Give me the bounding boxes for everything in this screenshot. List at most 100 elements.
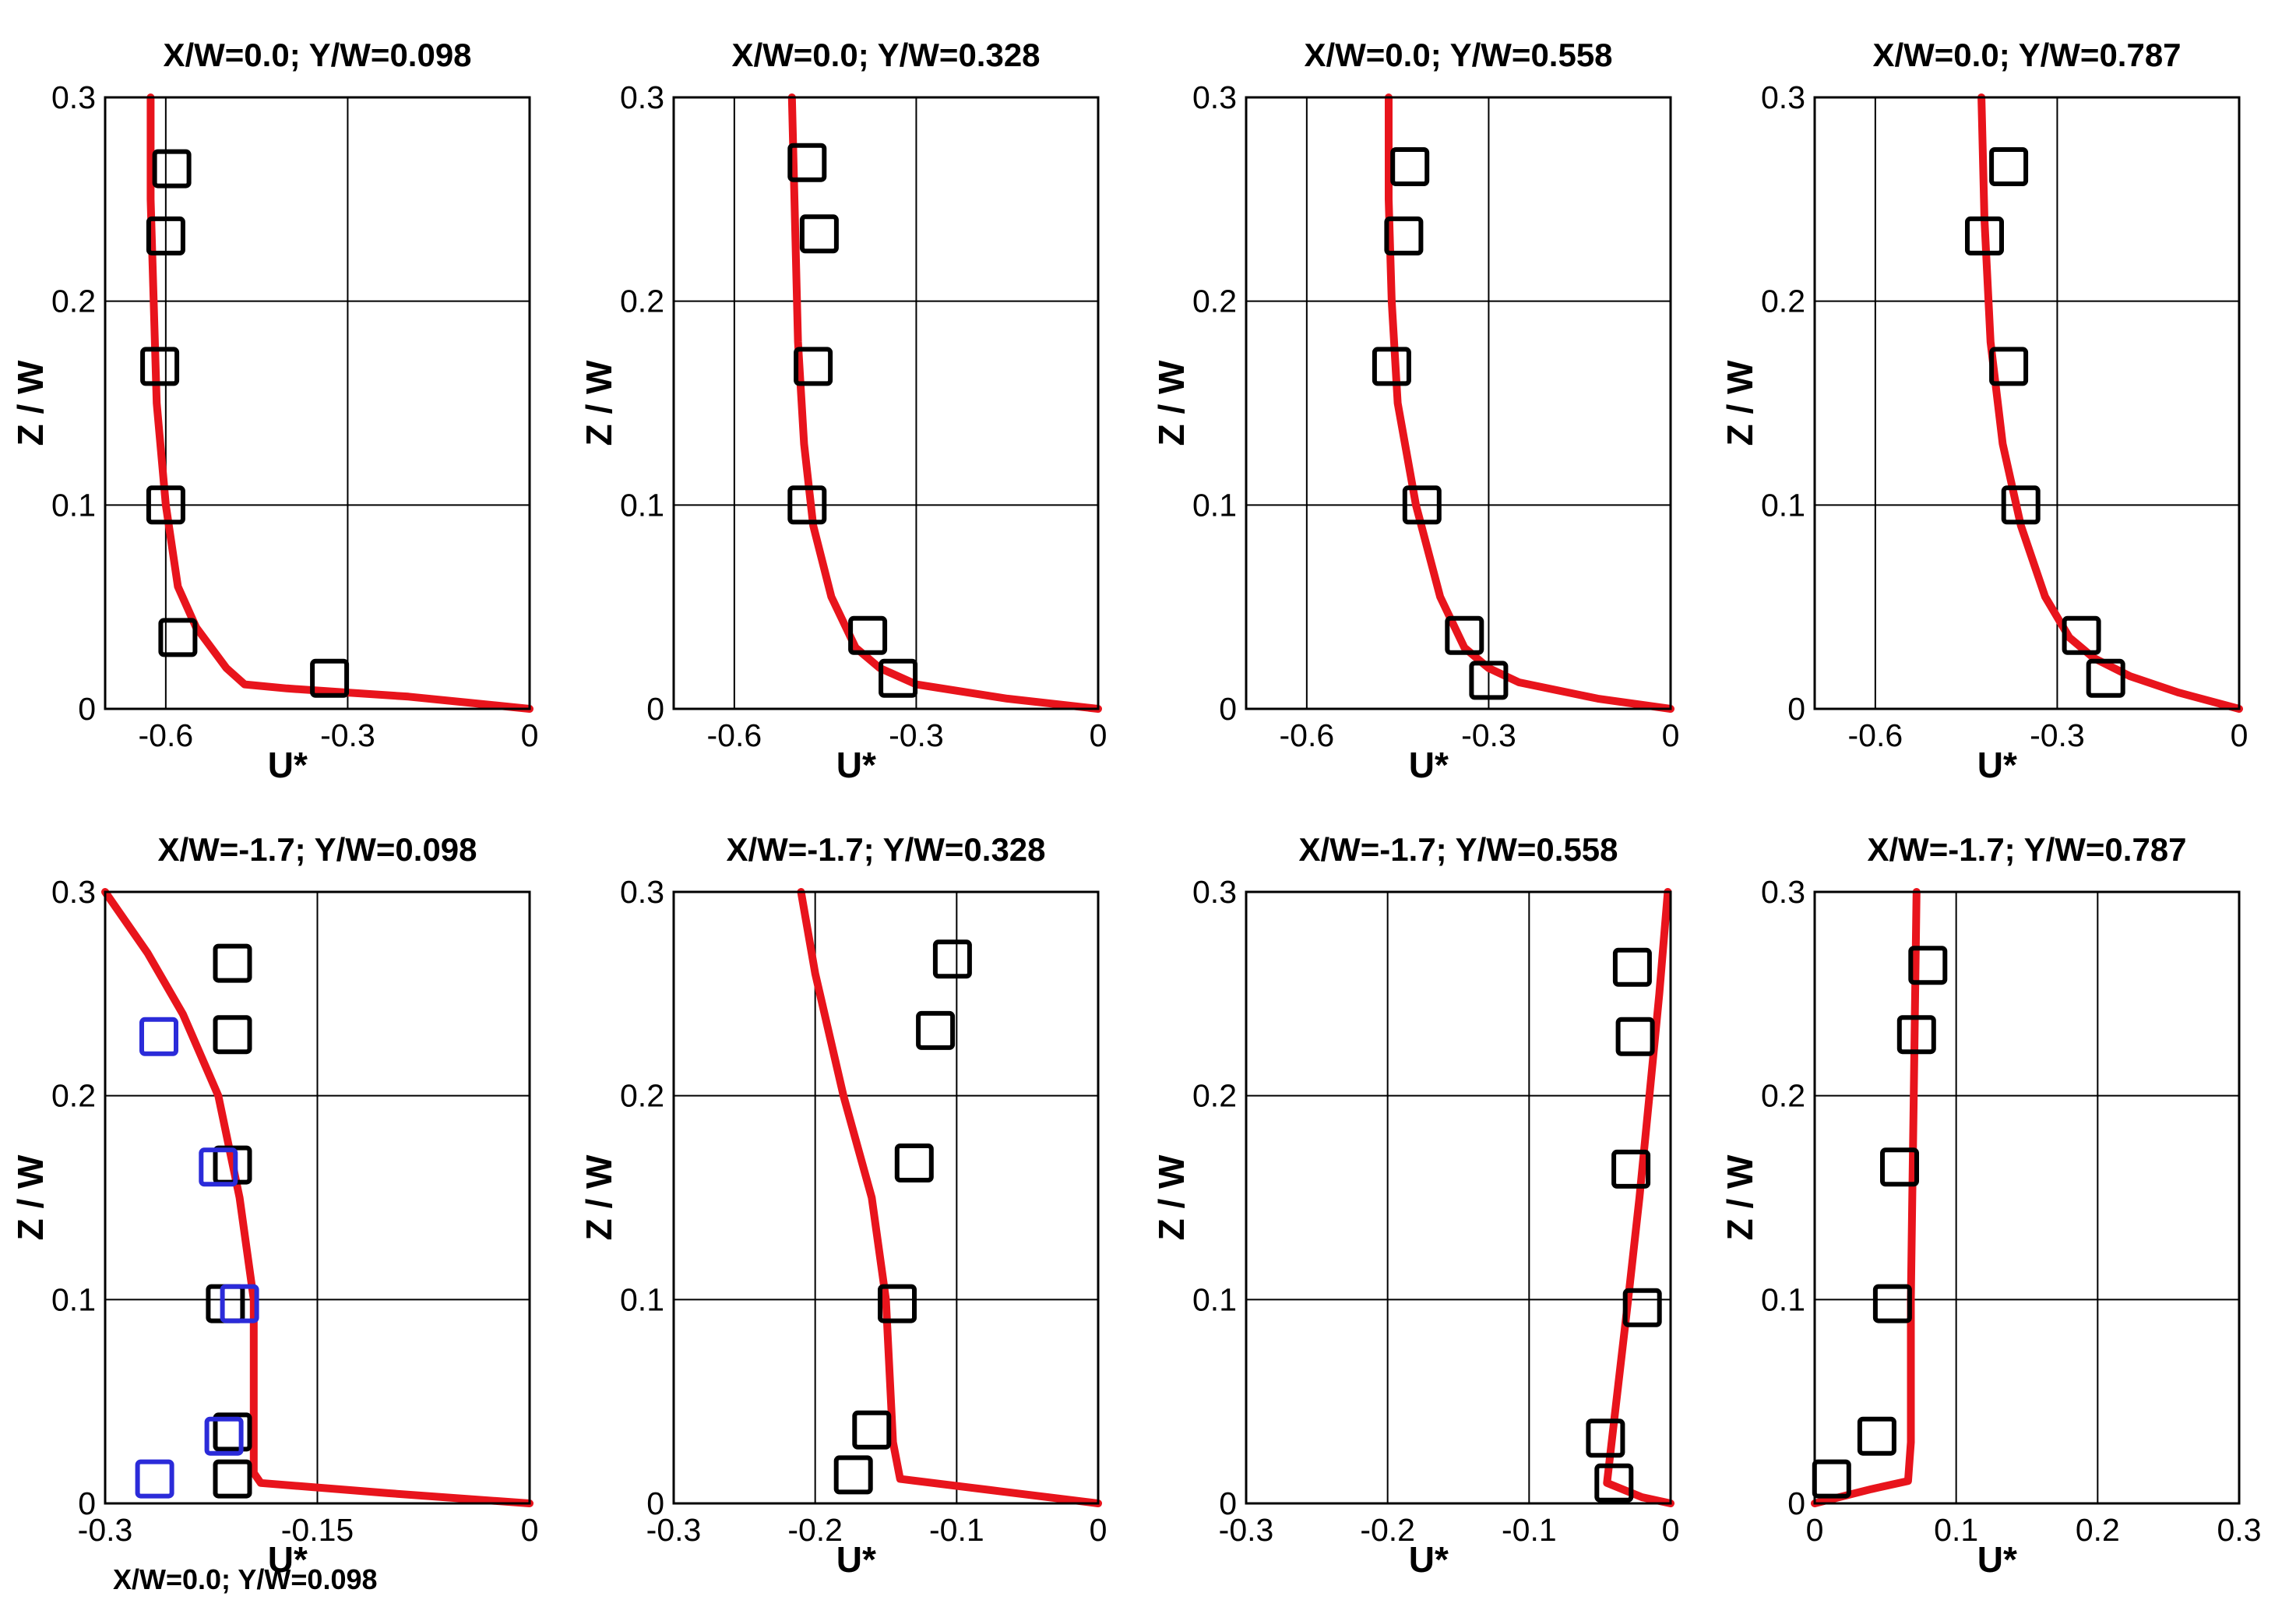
- y-axis-label: Z / W: [579, 1154, 619, 1240]
- data-point-square: [1390, 147, 1430, 186]
- figure-note: X/W=0.0; Y/W=0.098: [113, 1563, 378, 1595]
- x-tick-label: -0.1: [1502, 1512, 1557, 1548]
- y-tick-label: 0.3: [1192, 874, 1237, 910]
- x-tick-label: -0.3: [320, 717, 375, 753]
- chart-title: X/W=0.0; Y/W=0.328: [731, 37, 1040, 73]
- x-axis-label: U*: [1977, 745, 2017, 785]
- data-point-blue-square: [139, 1017, 178, 1056]
- data-point-square: [916, 1010, 956, 1050]
- data-point-square: [1586, 1418, 1625, 1458]
- plot-frame: [672, 890, 1100, 1505]
- y-tick-label: 0.3: [1761, 79, 1805, 115]
- y-tick-label: 0.1: [1192, 1281, 1237, 1317]
- x-tick-label: 0: [1662, 1512, 1680, 1548]
- x-tick-label: 0: [2231, 717, 2248, 753]
- plot-frame: [1245, 96, 1672, 710]
- y-tick-label: 0.1: [620, 1281, 664, 1317]
- x-tick-label: -0.3: [646, 1512, 702, 1548]
- x-tick-label: -0.3: [889, 717, 944, 753]
- data-point-square: [1908, 946, 1948, 985]
- y-tick-label: 0: [78, 1485, 96, 1521]
- data-point-square: [2001, 485, 2041, 525]
- x-tick-label: -0.2: [787, 1512, 843, 1548]
- chart-panel-8: 0 0.1 0.2 0.3 0 0.1 0.2 0.3 X/W=-1.7; Y/W=0.787 U…: [1720, 831, 2262, 1580]
- y-axis-label: Z / W: [10, 360, 51, 446]
- chart-panel-3: -0.6 -0.3 0 0 0.1 0.2 0.3 X/W=0.0; Y/W=0.558 U* Z…: [1151, 37, 1679, 785]
- y-tick-label: 0.2: [1761, 284, 1805, 319]
- y-tick-label: 0.2: [620, 1078, 664, 1114]
- chart-panel-1: -0.6 -0.3 0 0 0.1 0.2 0.3 X/W=0.0; Y/W=0.098 U* Z…: [10, 37, 538, 785]
- data-point-square: [1857, 1416, 1896, 1456]
- plot-frame: [672, 96, 1100, 710]
- data-point-square: [2086, 658, 2125, 698]
- y-tick-label: 0.3: [51, 79, 96, 115]
- y-tick-label: 0: [78, 691, 96, 727]
- data-point-square: [787, 485, 827, 525]
- chart-title: X/W=0.0; Y/W=0.558: [1304, 37, 1612, 73]
- series-line-simulation: [787, 93, 1102, 713]
- x-tick-label: -0.3: [1461, 717, 1516, 753]
- x-tick-label: 0: [521, 1512, 539, 1548]
- series-line-simulation: [1977, 93, 2243, 713]
- y-tick-label: 0: [646, 1485, 664, 1521]
- data-point-square: [794, 347, 833, 386]
- chart-panel-4: -0.6 -0.3 0 0 0.1 0.2 0.3 X/W=0.0; Y/W=0.787 U* Z…: [1720, 37, 2248, 785]
- chart-title: X/W=-1.7; Y/W=0.098: [157, 831, 477, 868]
- y-tick-label: 0: [1787, 691, 1805, 727]
- y-tick-label: 0.2: [620, 284, 664, 319]
- plot-frame: [104, 890, 531, 1505]
- x-tick-label: -0.1: [929, 1512, 984, 1548]
- x-tick-label: 0: [1090, 1512, 1108, 1548]
- data-point-square: [833, 1455, 873, 1495]
- x-tick-label: -0.3: [1219, 1512, 1274, 1548]
- y-axis-label: Z / W: [1720, 360, 1760, 446]
- x-tick-label: -0.6: [1848, 717, 1903, 753]
- y-tick-label: 0.2: [1192, 284, 1237, 319]
- x-tick-label: 0: [1662, 717, 1680, 753]
- y-tick-label: 0.3: [1192, 79, 1237, 115]
- data-point-square: [879, 658, 918, 698]
- data-point-square: [799, 214, 839, 254]
- data-point-square: [1622, 1288, 1662, 1327]
- y-tick-label: 0.1: [620, 487, 664, 523]
- y-tick-label: 0: [1787, 1485, 1805, 1521]
- data-point-square: [213, 1015, 252, 1055]
- x-axis-label: U*: [836, 745, 876, 785]
- data-point-square: [1872, 1284, 1912, 1323]
- chart-title: X/W=-1.7; Y/W=0.558: [1298, 831, 1618, 868]
- y-tick-label: 0.3: [51, 874, 96, 910]
- data-point-square: [140, 347, 180, 386]
- y-tick-label: 0.3: [620, 79, 664, 115]
- chart-title: X/W=-1.7; Y/W=0.328: [726, 831, 1045, 868]
- data-point-square: [213, 943, 252, 983]
- x-axis-label: U*: [268, 1539, 308, 1580]
- series-line-simulation: [1385, 93, 1674, 713]
- data-point-square: [206, 1284, 245, 1323]
- chart-panel-6: -0.3 -0.2 -0.1 0 0 0.1 0.2 0.3 X/W=-1.7; Y/W=0.3…: [579, 831, 1107, 1580]
- x-axis-label: U*: [1977, 1539, 2017, 1580]
- data-point-square: [1594, 1463, 1634, 1503]
- y-tick-label: 0.1: [51, 487, 96, 523]
- y-tick-label: 0.2: [1192, 1078, 1237, 1114]
- data-point-square: [932, 939, 972, 979]
- data-point-square: [158, 618, 198, 657]
- x-tick-label: 0.2: [2076, 1512, 2120, 1548]
- data-point-square: [213, 1412, 252, 1452]
- chart-title: X/W=0.0; Y/W=0.787: [1872, 37, 2181, 73]
- y-axis-label: Z / W: [10, 1154, 51, 1240]
- y-axis-label: Z / W: [1151, 1154, 1192, 1240]
- chart-panel-2: -0.6 -0.3 0 0 0.1 0.2 0.3 X/W=0.0; Y/W=0.328 U* Z…: [579, 37, 1107, 785]
- data-point-square: [1989, 147, 2029, 186]
- series-line-simulation: [1811, 888, 1921, 1507]
- data-point-square: [852, 1410, 892, 1450]
- y-tick-label: 0.2: [1761, 1078, 1805, 1114]
- data-point-square: [1612, 947, 1652, 987]
- x-tick-label: -0.6: [707, 717, 762, 753]
- x-tick-label: -0.6: [139, 717, 194, 753]
- x-tick-label: 0: [521, 717, 539, 753]
- y-tick-label: 0.2: [51, 284, 96, 319]
- data-point-square: [1402, 485, 1442, 525]
- y-tick-label: 0.1: [1192, 487, 1237, 523]
- x-axis-label: U*: [1409, 1539, 1449, 1580]
- data-point-square: [1445, 615, 1484, 655]
